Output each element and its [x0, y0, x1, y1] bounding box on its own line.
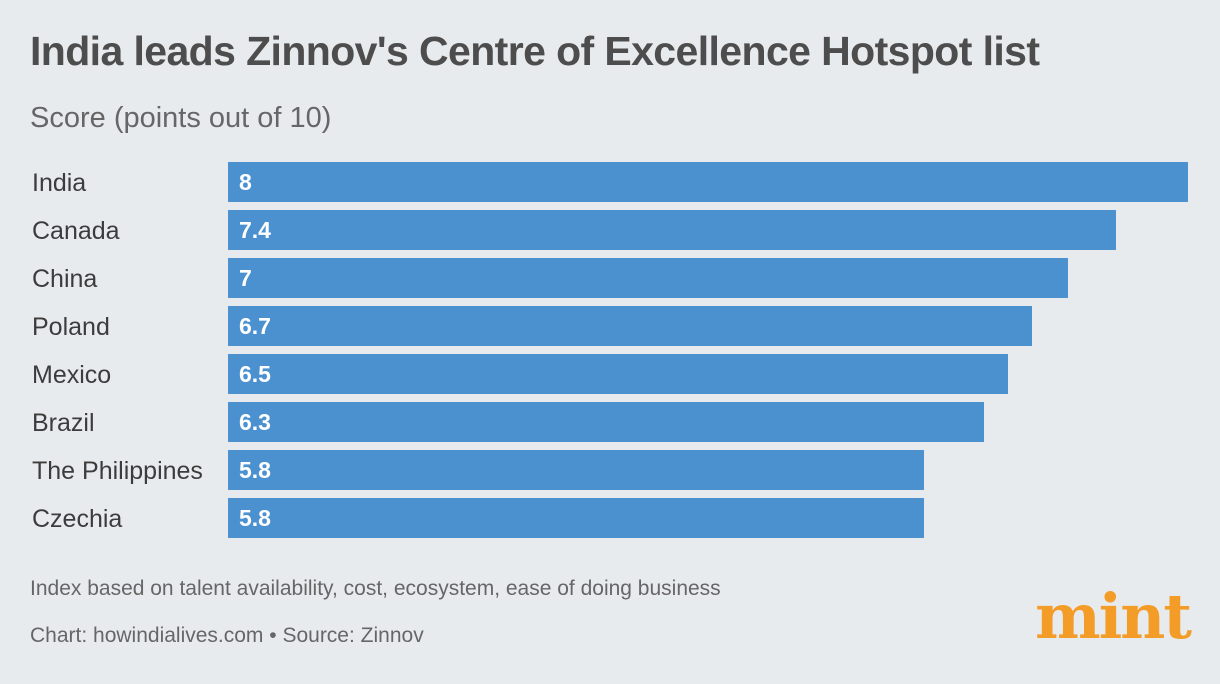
category-label: Czechia	[32, 505, 122, 533]
bar-value-label: 5.8	[239, 505, 271, 531]
bar-value-label: 8	[239, 169, 252, 195]
category-label: The Philippines	[32, 457, 203, 485]
bar	[228, 162, 1188, 202]
mint-logo: mint	[1035, 580, 1192, 653]
category-label: China	[32, 265, 97, 293]
chart-source: Chart: howindialives.com • Source: Zinno…	[30, 624, 424, 647]
bar-value-label: 6.5	[239, 361, 271, 387]
category-label: Brazil	[32, 409, 95, 437]
bar-value-label: 7.4	[239, 217, 271, 243]
category-label: India	[32, 169, 86, 197]
bar	[228, 210, 1116, 250]
bar-value-label: 6.3	[239, 409, 271, 435]
chart-title: India leads Zinnov's Centre of Excellenc…	[30, 28, 1040, 74]
bar	[228, 498, 924, 538]
bar	[228, 402, 984, 442]
bar	[228, 306, 1032, 346]
chart-note: Index based on talent availability, cost…	[30, 577, 721, 600]
category-label: Canada	[32, 217, 120, 245]
bar	[228, 450, 924, 490]
bar	[228, 354, 1008, 394]
category-label: Poland	[32, 313, 110, 341]
bar-value-label: 6.7	[239, 313, 271, 339]
bar-value-label: 5.8	[239, 457, 271, 483]
bar	[228, 258, 1068, 298]
bar-value-label: 7	[239, 265, 252, 291]
category-label: Mexico	[32, 361, 111, 389]
bar-chart: India 8 Canada 7.4 China 7 Poland 6.7 Mexico 6.5 B…	[32, 162, 1188, 538]
chart-subtitle: Score (points out of 10)	[30, 102, 332, 134]
